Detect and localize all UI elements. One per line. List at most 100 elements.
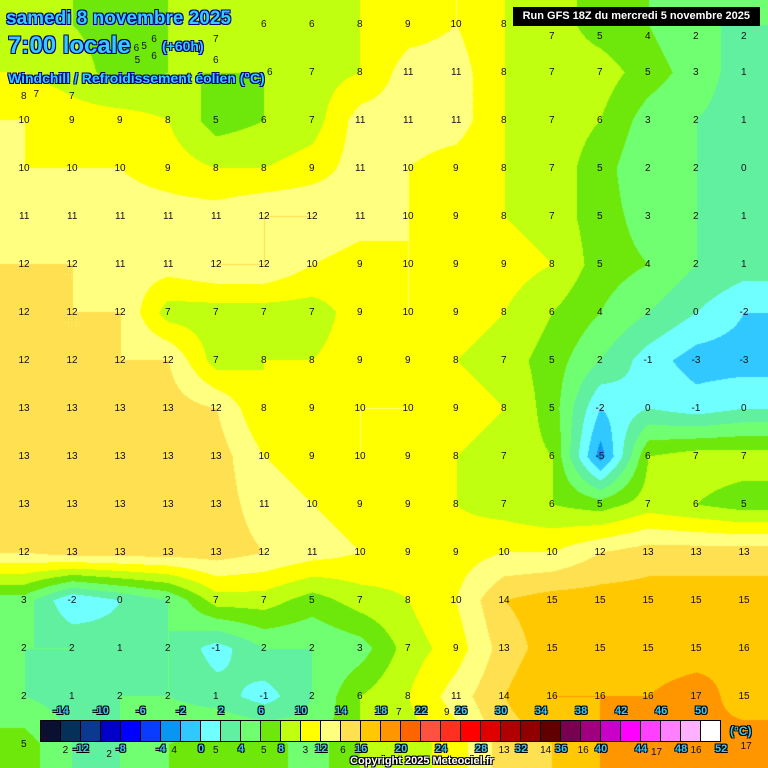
grid-value: 2 (597, 354, 603, 366)
color-scale-label: 10 (295, 705, 308, 717)
grid-value: 8 (357, 66, 363, 78)
grid-value: 5 (21, 738, 27, 750)
color-scale-label: -2 (176, 705, 186, 717)
grid-value: 2 (309, 690, 315, 702)
color-scale-box (261, 721, 281, 741)
grid-value: 15 (690, 594, 702, 606)
grid-value: 13 (114, 402, 126, 414)
grid-value: 6 (597, 114, 603, 126)
grid-value: 8 (453, 498, 459, 510)
grid-value: 9 (453, 210, 459, 222)
grid-value: 8 (357, 18, 363, 30)
grid-value: 13 (210, 546, 222, 558)
grid-value: 7 (309, 114, 315, 126)
grid-value: 11 (403, 66, 414, 78)
grid-value: 13 (114, 450, 126, 462)
grid-value: 7 (645, 498, 651, 510)
grid-value: 10 (18, 114, 30, 126)
color-scale-label: 24 (435, 743, 448, 755)
grid-value: 7 (549, 30, 555, 42)
grid-value: 6 (357, 690, 363, 702)
color-scale-label: -6 (136, 705, 146, 717)
grid-value: 11 (355, 114, 366, 126)
grid-value: 5 (141, 40, 147, 52)
grid-value: 2 (693, 114, 699, 126)
color-scale-label: 42 (615, 705, 628, 717)
grid-value: 5 (213, 114, 219, 126)
grid-value: 8 (501, 66, 507, 78)
color-scale-box (441, 721, 461, 741)
grid-value: 4 (645, 258, 651, 270)
color-scale-box (521, 721, 541, 741)
color-scale-box (221, 721, 241, 741)
grid-value: 6 (133, 42, 140, 54)
grid-value: 7 (395, 706, 402, 718)
grid-value: 13 (18, 402, 30, 414)
grid-value: 0 (645, 402, 651, 414)
grid-value: 2 (165, 642, 171, 654)
grid-value: 2 (106, 749, 112, 761)
grid-value: 9 (405, 450, 411, 462)
grid-value: 2 (693, 210, 699, 222)
grid-value: 7 (261, 306, 267, 318)
grid-value: 2 (165, 690, 171, 702)
grid-value: 13 (498, 642, 510, 654)
grid-value: 7 (69, 90, 75, 102)
grid-value: 13 (210, 498, 222, 510)
grid-value: 13 (498, 744, 510, 756)
grid-value: 16 (690, 744, 702, 756)
grid-value: 5 (597, 210, 603, 222)
grid-value: 1 (741, 258, 747, 270)
color-scale-box (401, 721, 421, 741)
grid-value: 3 (21, 594, 27, 606)
grid-value: 9 (453, 642, 459, 654)
grid-value: 7 (165, 306, 171, 318)
grid-value: -2 (595, 402, 605, 414)
grid-value: 11 (451, 690, 462, 702)
grid-value: 10 (354, 450, 366, 462)
grid-value: 2 (261, 642, 267, 654)
grid-value: 2 (741, 30, 747, 42)
grid-value: 8 (501, 162, 507, 174)
grid-value: 5 (597, 162, 603, 174)
grid-value: 12 (258, 258, 270, 270)
grid-value: 9 (405, 354, 411, 366)
grid-value: 13 (66, 498, 78, 510)
color-scale-box (241, 721, 261, 741)
grid-value: 12 (66, 354, 78, 366)
grid-value: 6 (151, 50, 157, 62)
grid-value: 2 (645, 162, 651, 174)
grid-value: 8 (501, 18, 507, 30)
grid-value: 7 (549, 114, 555, 126)
grid-value: 13 (114, 546, 126, 558)
grid-value: 14 (498, 690, 510, 702)
color-scale-box (481, 721, 501, 741)
grid-value: 12 (66, 306, 78, 318)
grid-value: 13 (18, 498, 30, 510)
grid-value: 12 (258, 546, 270, 558)
grid-value: 16 (738, 642, 750, 654)
grid-value: 5 (309, 594, 315, 606)
grid-value: 15 (738, 690, 750, 702)
grid-value: 11 (67, 210, 78, 222)
color-scale-box (701, 721, 720, 741)
parameter-title: Windchill / Refroidissement éolien (°C) (8, 70, 265, 86)
grid-value: 8 (21, 90, 27, 102)
grid-value: 11 (451, 66, 462, 78)
unit-label: (°C) (730, 724, 752, 738)
grid-value: 12 (18, 546, 30, 558)
grid-value: 5 (597, 498, 603, 510)
color-scale-box (281, 721, 301, 741)
grid-value: 5 (597, 30, 603, 42)
grid-value: 8 (549, 258, 555, 270)
grid-value: 6 (549, 306, 555, 318)
color-scale-label: 32 (515, 743, 528, 755)
grid-value: 10 (306, 498, 318, 510)
color-scale-label: 48 (675, 743, 688, 755)
grid-value: 8 (501, 402, 507, 414)
grid-value: 7 (357, 594, 363, 606)
color-scale-label: 16 (355, 743, 368, 755)
grid-value: 9 (405, 498, 411, 510)
grid-value: 10 (402, 210, 414, 222)
